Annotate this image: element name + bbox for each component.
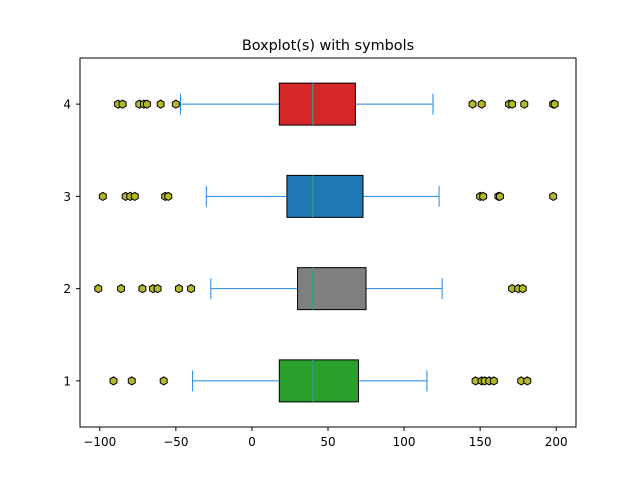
flier-point xyxy=(550,99,559,109)
y-tick-label: 4 xyxy=(63,98,71,112)
box-1 xyxy=(278,359,359,403)
x-tick-label: 0 xyxy=(248,435,256,449)
flier-point xyxy=(117,284,126,294)
flier-point xyxy=(94,284,103,294)
flier-point xyxy=(495,191,504,201)
flier-point xyxy=(187,284,196,294)
box-group-3 xyxy=(98,174,558,218)
x-tick-label: 150 xyxy=(469,435,492,449)
box-group-2 xyxy=(94,267,527,311)
flier-point xyxy=(130,191,139,201)
y-tick-label: 2 xyxy=(63,282,71,296)
flier-point xyxy=(164,191,173,201)
box-4 xyxy=(278,82,356,126)
x-tick-label: 100 xyxy=(393,435,416,449)
flier-point xyxy=(479,191,488,201)
box-3 xyxy=(286,174,364,218)
chart-title: Boxplot(s) with symbols xyxy=(242,38,414,54)
x-tick-label: −100 xyxy=(83,435,116,449)
flier-point xyxy=(118,99,127,109)
flier-point xyxy=(156,99,165,109)
flier-point xyxy=(508,99,517,109)
x-tick-label: 200 xyxy=(545,435,568,449)
flier-point xyxy=(520,99,529,109)
flier-point xyxy=(523,376,532,386)
y-tick-label: 1 xyxy=(63,374,71,388)
flier-point xyxy=(127,376,136,386)
flier-point xyxy=(468,99,477,109)
flier-point xyxy=(489,376,498,386)
x-tick-label: 50 xyxy=(320,435,335,449)
y-tick-label: 3 xyxy=(63,190,71,204)
box-group-4 xyxy=(114,82,559,126)
flier-point xyxy=(153,284,162,294)
flier-point xyxy=(159,376,168,386)
flier-point xyxy=(477,99,486,109)
flier-point xyxy=(98,191,107,201)
x-tick-label: −50 xyxy=(163,435,188,449)
plot-area xyxy=(94,82,559,403)
flier-point xyxy=(109,376,118,386)
flier-point xyxy=(174,284,183,294)
flier-point xyxy=(549,191,558,201)
flier-point xyxy=(142,99,151,109)
box-group-1 xyxy=(109,359,532,403)
box-2 xyxy=(297,267,367,311)
flier-point xyxy=(138,284,147,294)
flier-point xyxy=(171,99,180,109)
flier-point xyxy=(518,284,527,294)
axes: −100 −50 0 50 100 150 200 1 2 3 4 xyxy=(63,98,567,449)
